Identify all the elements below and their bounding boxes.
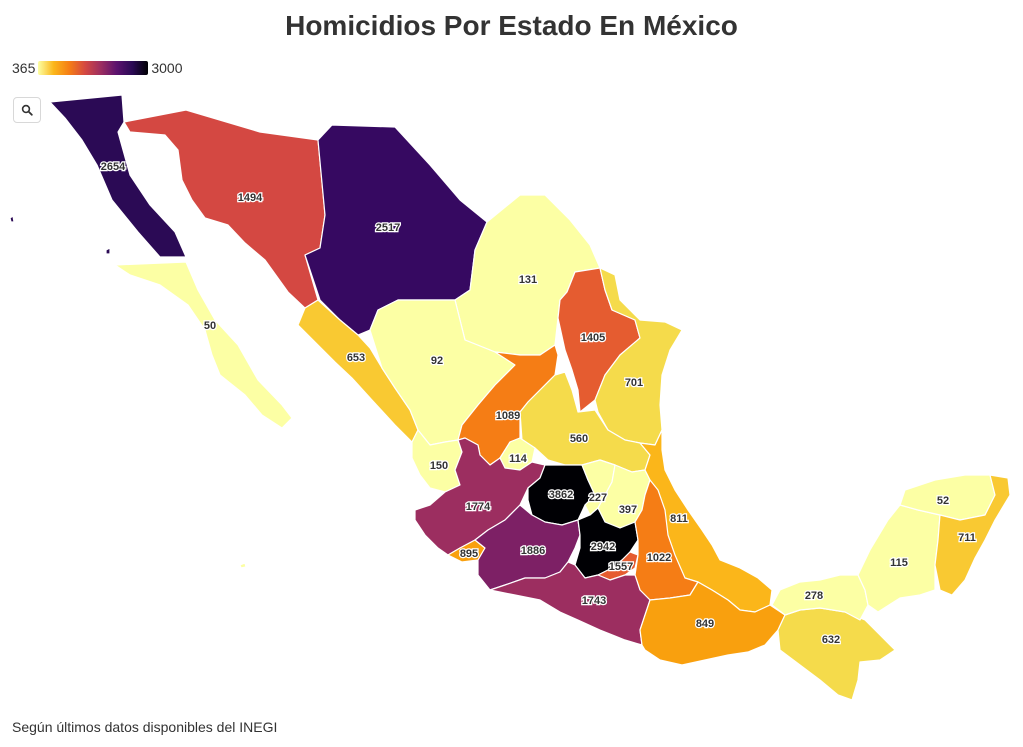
value-label-jalisco: 1774 <box>466 501 491 513</box>
value-label-nayarit: 150 <box>430 460 448 472</box>
value-label-guanajuato: 3862 <box>549 489 573 501</box>
value-label-puebla: 1022 <box>647 552 671 564</box>
value-label-queretaro: 227 <box>589 492 607 504</box>
value-label-nuevo-leon: 1405 <box>581 332 605 344</box>
value-label-estado-de-mexico: 2942 <box>591 541 615 553</box>
source-note: Según últimos datos disponibles del INEG… <box>12 719 278 735</box>
value-label-chihuahua: 2517 <box>376 222 400 234</box>
value-label-coahuila: 131 <box>519 274 537 286</box>
value-label-cdmx: 1557 <box>609 561 633 573</box>
legend-max-label: 3000 <box>151 60 183 76</box>
state-puebla[interactable] <box>634 479 699 601</box>
value-label-san-luis-potosi: 560 <box>570 433 588 445</box>
value-label-tabasco: 278 <box>805 590 823 602</box>
value-label-oaxaca: 849 <box>696 618 714 630</box>
zoom-button[interactable] <box>13 97 41 123</box>
value-label-michoacan: 1886 <box>521 545 545 557</box>
value-label-yucatan: 52 <box>937 495 949 507</box>
value-label-aguascalientes: 114 <box>509 453 528 465</box>
island <box>105 247 111 255</box>
legend-min-label: 365 <box>12 60 36 76</box>
state-baja-california-sur[interactable] <box>114 261 293 429</box>
state-oaxaca[interactable] <box>639 581 786 666</box>
value-label-veracruz: 811 <box>670 513 688 525</box>
state-chiapas[interactable] <box>777 607 896 701</box>
value-label-sinaloa: 653 <box>347 352 365 364</box>
map-title: Homicidios Por Estado En México <box>285 10 738 41</box>
value-label-hidalgo: 397 <box>619 504 637 516</box>
search-icon <box>21 104 33 116</box>
value-label-baja-california-sur: 50 <box>204 320 216 332</box>
value-label-zacatecas: 1089 <box>496 410 520 422</box>
value-label-guerrero: 1743 <box>582 595 606 607</box>
color-legend: 365 3000 <box>12 58 183 78</box>
value-label-quintana-roo: 711 <box>958 532 976 544</box>
value-label-sonora: 1494 <box>238 192 263 204</box>
island <box>239 562 247 569</box>
value-label-colima: 895 <box>460 548 478 560</box>
value-label-durango: 92 <box>431 355 443 367</box>
value-label-campeche: 115 <box>890 557 908 569</box>
island <box>9 215 15 223</box>
legend-gradient-bar <box>38 61 149 75</box>
value-label-baja-california: 2654 <box>101 161 126 173</box>
state-michoacan[interactable] <box>474 504 581 591</box>
state-tabasco[interactable] <box>771 574 869 621</box>
state-quintana-roo[interactable] <box>934 474 1011 596</box>
state-baja-california[interactable] <box>49 94 187 258</box>
value-label-tamaulipas: 701 <box>625 377 643 389</box>
state-guerrero[interactable] <box>489 561 651 646</box>
value-label-chiapas: 632 <box>822 634 840 646</box>
